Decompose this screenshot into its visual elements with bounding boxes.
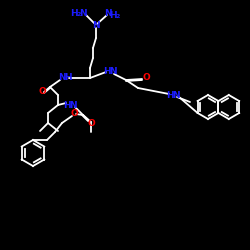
Text: N: N xyxy=(79,8,87,18)
Text: H: H xyxy=(166,90,174,100)
Text: H: H xyxy=(63,100,71,110)
Text: H: H xyxy=(70,8,78,18)
Text: N: N xyxy=(58,74,66,82)
Text: N: N xyxy=(109,68,117,76)
Text: H: H xyxy=(109,10,117,20)
Text: 2: 2 xyxy=(116,14,120,18)
Text: O: O xyxy=(38,88,46,96)
Text: 2: 2 xyxy=(77,12,81,18)
Text: O: O xyxy=(87,118,95,128)
Text: N: N xyxy=(92,22,100,30)
Text: O: O xyxy=(142,74,150,82)
Text: N: N xyxy=(172,90,180,100)
Text: H: H xyxy=(103,68,111,76)
Text: O: O xyxy=(70,110,78,118)
Text: N: N xyxy=(69,100,77,110)
Text: H: H xyxy=(64,74,72,82)
Text: N: N xyxy=(104,8,112,18)
